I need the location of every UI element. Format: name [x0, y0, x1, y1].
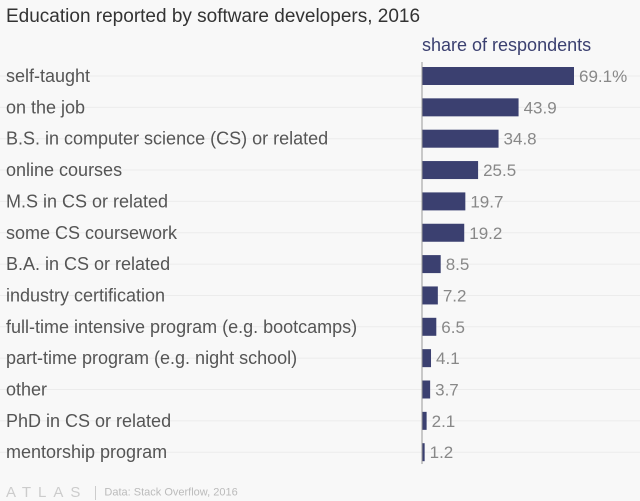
category-label: some CS coursework: [6, 223, 178, 243]
bar: [422, 286, 438, 305]
bar: [422, 317, 437, 336]
category-label: self-taught: [6, 66, 90, 86]
value-label: 69.1%: [579, 67, 627, 86]
chart-title: Education reported by software developer…: [6, 6, 421, 27]
value-label: 19.2: [469, 224, 502, 243]
value-label: 4.1: [436, 349, 460, 368]
category-label: mentorship program: [6, 442, 167, 462]
bar: [422, 129, 499, 148]
category-label: B.A. in CS or related: [6, 254, 170, 274]
bar: [422, 255, 441, 274]
category-label: other: [6, 380, 47, 400]
value-label: 6.5: [441, 318, 465, 337]
bar: [422, 349, 432, 368]
category-label: online courses: [6, 160, 122, 180]
bar: [422, 223, 465, 242]
bar: [422, 411, 427, 430]
value-label: 19.7: [470, 192, 503, 211]
source-note: Data: Stack Overflow, 2016: [104, 486, 238, 499]
bar: [422, 161, 479, 180]
category-label: part-time program (e.g. night school): [6, 348, 297, 368]
category-label: full-time intensive program (e.g. bootca…: [6, 317, 357, 337]
category-label: M.S in CS or related: [6, 191, 168, 211]
footer: ATLAS Data: Stack Overflow, 2016: [6, 484, 238, 501]
value-label: 2.1: [432, 412, 456, 431]
bar: [422, 380, 431, 399]
value-label: 3.7: [435, 381, 459, 400]
category-label: PhD in CS or related: [6, 411, 171, 431]
value-label: 8.5: [446, 255, 470, 274]
bar: [422, 192, 466, 211]
value-label: 7.2: [443, 286, 467, 305]
chart-subtitle: share of respondents: [422, 35, 592, 55]
value-label: 1.2: [430, 443, 454, 462]
category-label: on the job: [6, 97, 85, 117]
bar: [422, 98, 519, 117]
footer-divider: [95, 485, 97, 500]
value-label: 43.9: [524, 98, 557, 117]
bar: [422, 67, 574, 85]
atlas-logo: ATLAS: [6, 484, 88, 501]
category-label: B.S. in computer science (CS) or related: [6, 129, 328, 149]
value-label: 25.5: [483, 161, 516, 180]
bar: [422, 443, 425, 462]
category-label: industry certification: [6, 285, 165, 305]
value-label: 34.8: [504, 130, 537, 149]
